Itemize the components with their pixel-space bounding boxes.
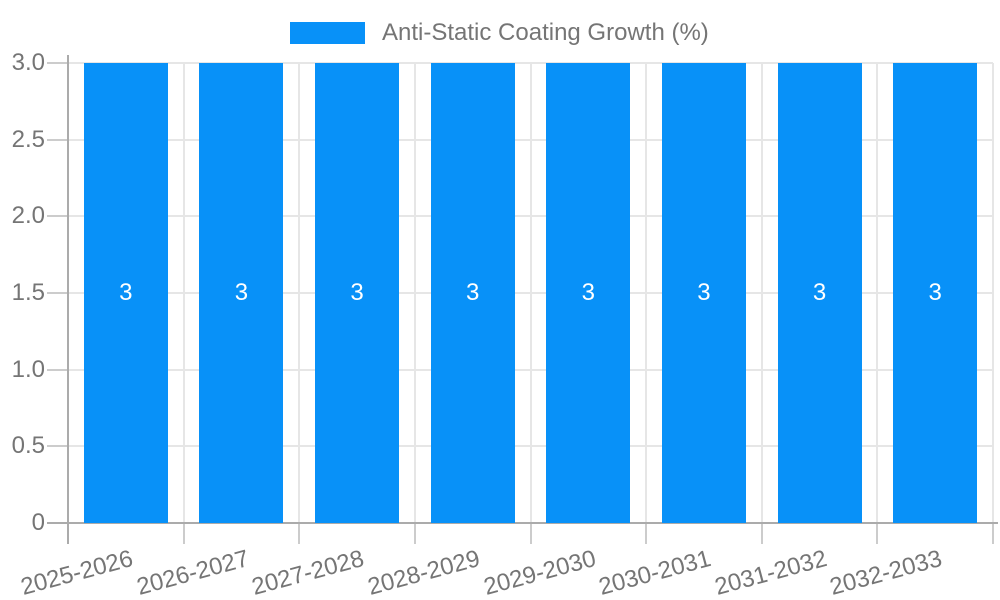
x-axis-label: 2029-2030 bbox=[480, 545, 599, 600]
x-gridline bbox=[529, 63, 532, 523]
bar-value-label: 3 bbox=[466, 279, 480, 306]
y-tick-label: 0 bbox=[31, 509, 45, 536]
bar-value-label: 3 bbox=[812, 279, 827, 306]
bar[interactable] bbox=[893, 63, 978, 523]
bar[interactable] bbox=[315, 63, 400, 523]
x-gridline bbox=[645, 63, 648, 523]
bar-value-label: 3 bbox=[928, 279, 942, 306]
x-gridline bbox=[413, 63, 416, 523]
legend-label: Anti-Static Coating Growth (%) bbox=[382, 19, 709, 46]
bar[interactable] bbox=[199, 63, 284, 523]
x-gridline bbox=[760, 63, 763, 523]
bar[interactable] bbox=[661, 63, 746, 523]
x-tick bbox=[992, 523, 994, 544]
x-tick bbox=[529, 523, 532, 544]
y-tick-label: 1.5 bbox=[11, 279, 45, 306]
y-tick bbox=[47, 138, 68, 141]
y-tick-label: 2.5 bbox=[11, 125, 45, 153]
legend-swatch bbox=[290, 22, 365, 44]
y-tick-label: 2.0 bbox=[11, 202, 45, 230]
x-gridline bbox=[182, 63, 185, 523]
y-tick bbox=[47, 215, 68, 218]
x-tick bbox=[298, 523, 301, 544]
legend-item[interactable]: Anti-Static Coating Growth (%) bbox=[290, 19, 709, 46]
bar[interactable] bbox=[83, 63, 168, 523]
x-axis-label: 2025-2026 bbox=[17, 545, 136, 600]
bar[interactable] bbox=[777, 63, 862, 523]
bar-value-label: 3 bbox=[350, 279, 364, 306]
bar-value-label: 3 bbox=[581, 279, 595, 306]
y-tick bbox=[47, 445, 68, 448]
x-axis-label: 2027-2028 bbox=[249, 545, 368, 600]
x-gridline bbox=[298, 63, 301, 523]
x-tick bbox=[876, 523, 879, 544]
x-axis-label: 2031-2032 bbox=[711, 545, 830, 600]
x-axis-label: 2032-2033 bbox=[827, 545, 946, 600]
bar[interactable] bbox=[546, 63, 631, 523]
bar-value-label: 3 bbox=[119, 279, 133, 306]
y-tick-label: 3.0 bbox=[11, 49, 45, 76]
bar-value-label: 3 bbox=[697, 279, 711, 306]
y-tick-label: 0.5 bbox=[11, 432, 45, 460]
x-tick bbox=[760, 523, 763, 544]
x-tick bbox=[645, 523, 648, 544]
bar[interactable] bbox=[430, 63, 515, 523]
x-tick bbox=[413, 523, 416, 544]
x-axis-label: 2030-2031 bbox=[596, 545, 714, 600]
y-axis-line bbox=[67, 55, 69, 544]
x-axis-label: 2026-2027 bbox=[133, 545, 252, 600]
x-axis-line bbox=[47, 522, 998, 524]
y-tick bbox=[47, 62, 68, 64]
x-gridline bbox=[992, 63, 994, 523]
y-tick bbox=[47, 368, 68, 371]
bar-value-label: 3 bbox=[234, 279, 249, 306]
x-axis-label: 2028-2029 bbox=[364, 545, 483, 600]
x-tick bbox=[182, 523, 185, 544]
y-tick bbox=[47, 292, 68, 294]
x-gridline bbox=[876, 63, 879, 523]
y-tick-label: 1.0 bbox=[11, 355, 45, 383]
